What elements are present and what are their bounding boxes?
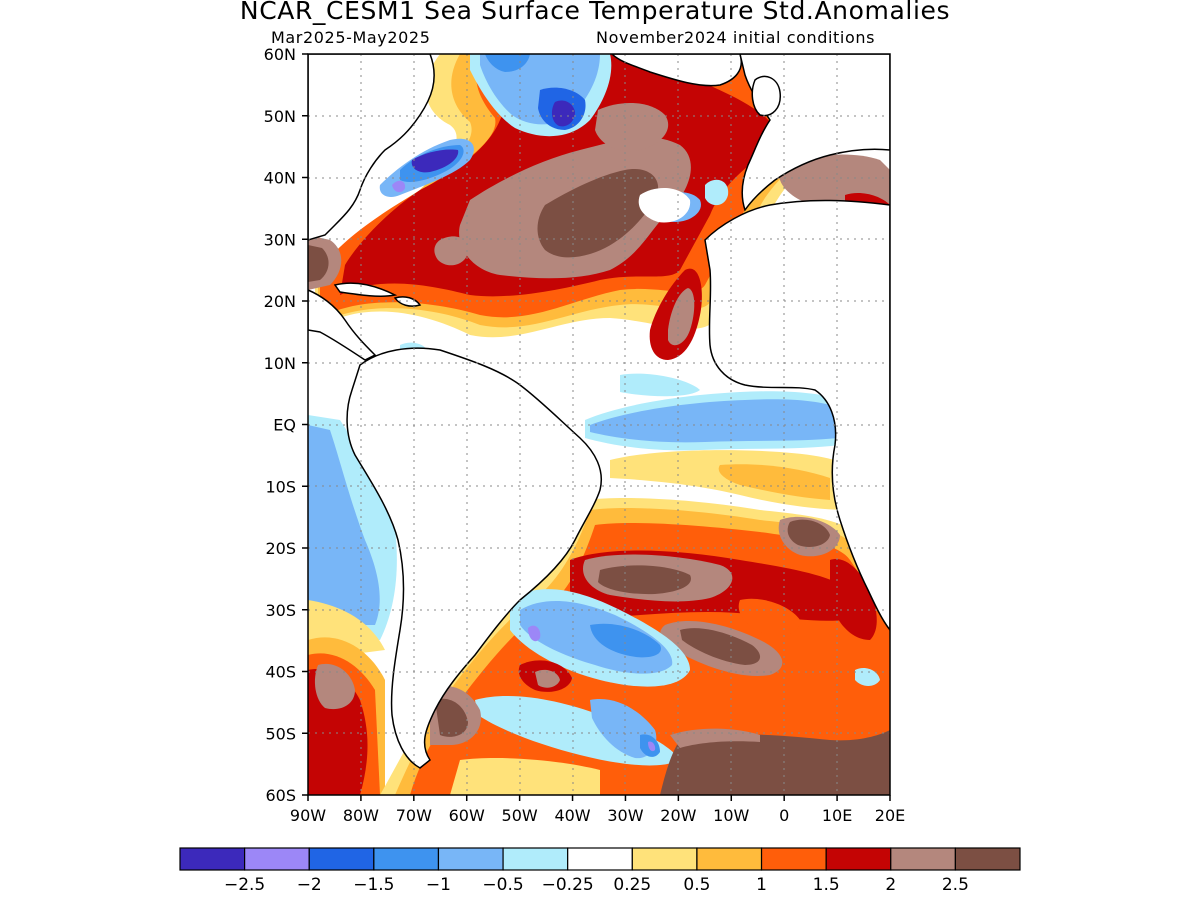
colorbar-swatch	[760, 847, 827, 871]
us-east-coast-purple	[392, 180, 406, 193]
north-america-land	[308, 54, 435, 241]
colorbar-swatch	[631, 847, 698, 871]
south-atlantic-warm-spot-core	[535, 669, 560, 688]
lon-tick-label: 80W	[343, 806, 379, 825]
lat-tick-label: EQ	[273, 416, 296, 435]
lon-tick-label: 90W	[290, 806, 326, 825]
lat-tick-label: 10N	[264, 354, 296, 373]
colorbar-label: 1.5	[813, 875, 840, 895]
colorbar-label: 0.25	[613, 875, 651, 895]
initial-conditions: November2024 initial conditions	[596, 28, 876, 47]
colorbar-label: −2	[297, 875, 322, 895]
north-atlantic-max-1-core	[537, 169, 659, 258]
south-atlantic-east-max-core	[787, 519, 830, 547]
equatorial-atlantic-cold-tongue	[590, 399, 838, 443]
lat-tick-label: 30N	[264, 230, 296, 249]
colorbar-swatch	[890, 847, 956, 871]
latitude-axis: 60N 50N 40N 30N 20N 10N EQ 10S 20S 30S 40S 50S 60S	[264, 45, 308, 805]
lat-tick-label: 60S	[265, 786, 296, 805]
colorbar-label: −1.5	[353, 875, 394, 895]
colorbar-swatch	[373, 847, 440, 871]
forecast-period: Mar2025-May2025	[271, 28, 431, 47]
africa-land	[704, 199, 890, 632]
north-atlantic-max-2	[595, 103, 669, 152]
colorbar-label: −2.5	[224, 875, 265, 895]
lon-tick-label: 30W	[607, 806, 643, 825]
lon-tick-label: 20W	[660, 806, 696, 825]
south-america-land	[346, 347, 602, 769]
equatorial-warm-band-orange	[718, 464, 830, 500]
lat-tick-label: 30S	[265, 601, 296, 620]
northeast-cool-ring	[638, 188, 691, 223]
colorbar-swatch	[437, 847, 504, 871]
lat-tick-label: 40S	[265, 663, 296, 682]
colorbar-label: 1	[756, 875, 767, 895]
brazil-coast-purple	[528, 625, 541, 642]
lat-tick-label: 50N	[264, 107, 296, 126]
lat-tick-label: 20S	[265, 539, 296, 558]
gulf-of-guinea-cool	[620, 373, 700, 397]
benguela-red	[830, 559, 877, 640]
lon-tick-label: 0	[779, 806, 789, 825]
colorbar-label: 2	[885, 875, 896, 895]
longitude-axis: 90W 80W 70W 60W 50W 40W 30W 20W 10W 0 10E 20E	[290, 795, 905, 825]
lat-tick-label: 10S	[265, 477, 296, 496]
colorbar-label: −0.5	[482, 875, 523, 895]
lon-tick-label: 40W	[554, 806, 590, 825]
lon-tick-label: 20E	[875, 806, 905, 825]
colorbar-label: −0.25	[542, 875, 594, 895]
brazil-malvinas-cold-patch	[590, 623, 661, 658]
caribbean-max-core	[308, 245, 329, 282]
colorbar-label: 0.5	[683, 875, 710, 895]
iberia-coast-cool	[705, 179, 729, 206]
lon-tick-label: 10E	[822, 806, 852, 825]
south-east-cool-spot	[855, 668, 880, 686]
south-east-atlantic-orange-patch	[738, 598, 800, 636]
british-isles-land	[751, 75, 781, 117]
southeast-pacific-max	[314, 663, 355, 710]
map-title: NCAR_CESM1 Sea Surface Temperature Std.A…	[239, 0, 951, 25]
southern-ocean-warm-region	[660, 730, 890, 795]
north-atlantic-max-3	[434, 236, 469, 266]
us-northeast-cold-patch	[411, 149, 459, 173]
southern-cold-core	[648, 741, 656, 752]
lon-tick-label: 50W	[502, 806, 538, 825]
lon-tick-label: 60W	[449, 806, 485, 825]
central-america-land	[308, 289, 377, 361]
southern-ocean-yellow	[450, 758, 600, 795]
colorbar: −2.5 −2 −1.5 −1 −0.5 −0.25 0.25 0.5 1 1.5 2 2.5	[179, 847, 1021, 895]
colorbar-swatch	[567, 847, 633, 871]
colorbar-label: 2.5	[942, 875, 969, 895]
labrador-sea-cold-top	[485, 54, 530, 72]
colorbar-swatch	[825, 847, 892, 871]
west-africa-max	[668, 288, 695, 346]
land	[308, 54, 890, 769]
colorbar-swatch	[308, 847, 375, 871]
lon-tick-label: 10W	[713, 806, 749, 825]
lat-tick-label: 60N	[264, 45, 296, 64]
southern-ocean-warm-region-light	[670, 728, 760, 748]
lon-tick-label: 70W	[396, 806, 432, 825]
midlatitude-max-core	[680, 628, 761, 665]
southeast-pacific-cool-region	[308, 425, 380, 625]
colorbar-swatch	[244, 847, 310, 871]
patagonia-shelf-max-core	[435, 698, 468, 737]
labrador-sea-cold-core	[551, 100, 575, 127]
lat-lon-grid	[308, 54, 890, 795]
colorbar-swatch	[179, 847, 246, 871]
colorbar-swatch	[502, 847, 569, 871]
cuba-land	[333, 282, 398, 297]
colorbar-swatch	[954, 847, 1021, 871]
southern-cool	[590, 699, 657, 759]
colorbar-swatch	[696, 847, 763, 871]
lat-tick-label: 50S	[265, 724, 296, 743]
greenland-land	[610, 54, 742, 87]
colorbar-label: −1	[426, 875, 451, 895]
lat-tick-label: 40N	[264, 169, 296, 188]
lat-tick-label: 20N	[264, 292, 296, 311]
south-atlantic-max-core	[598, 565, 691, 595]
anomaly-field	[308, 54, 890, 795]
